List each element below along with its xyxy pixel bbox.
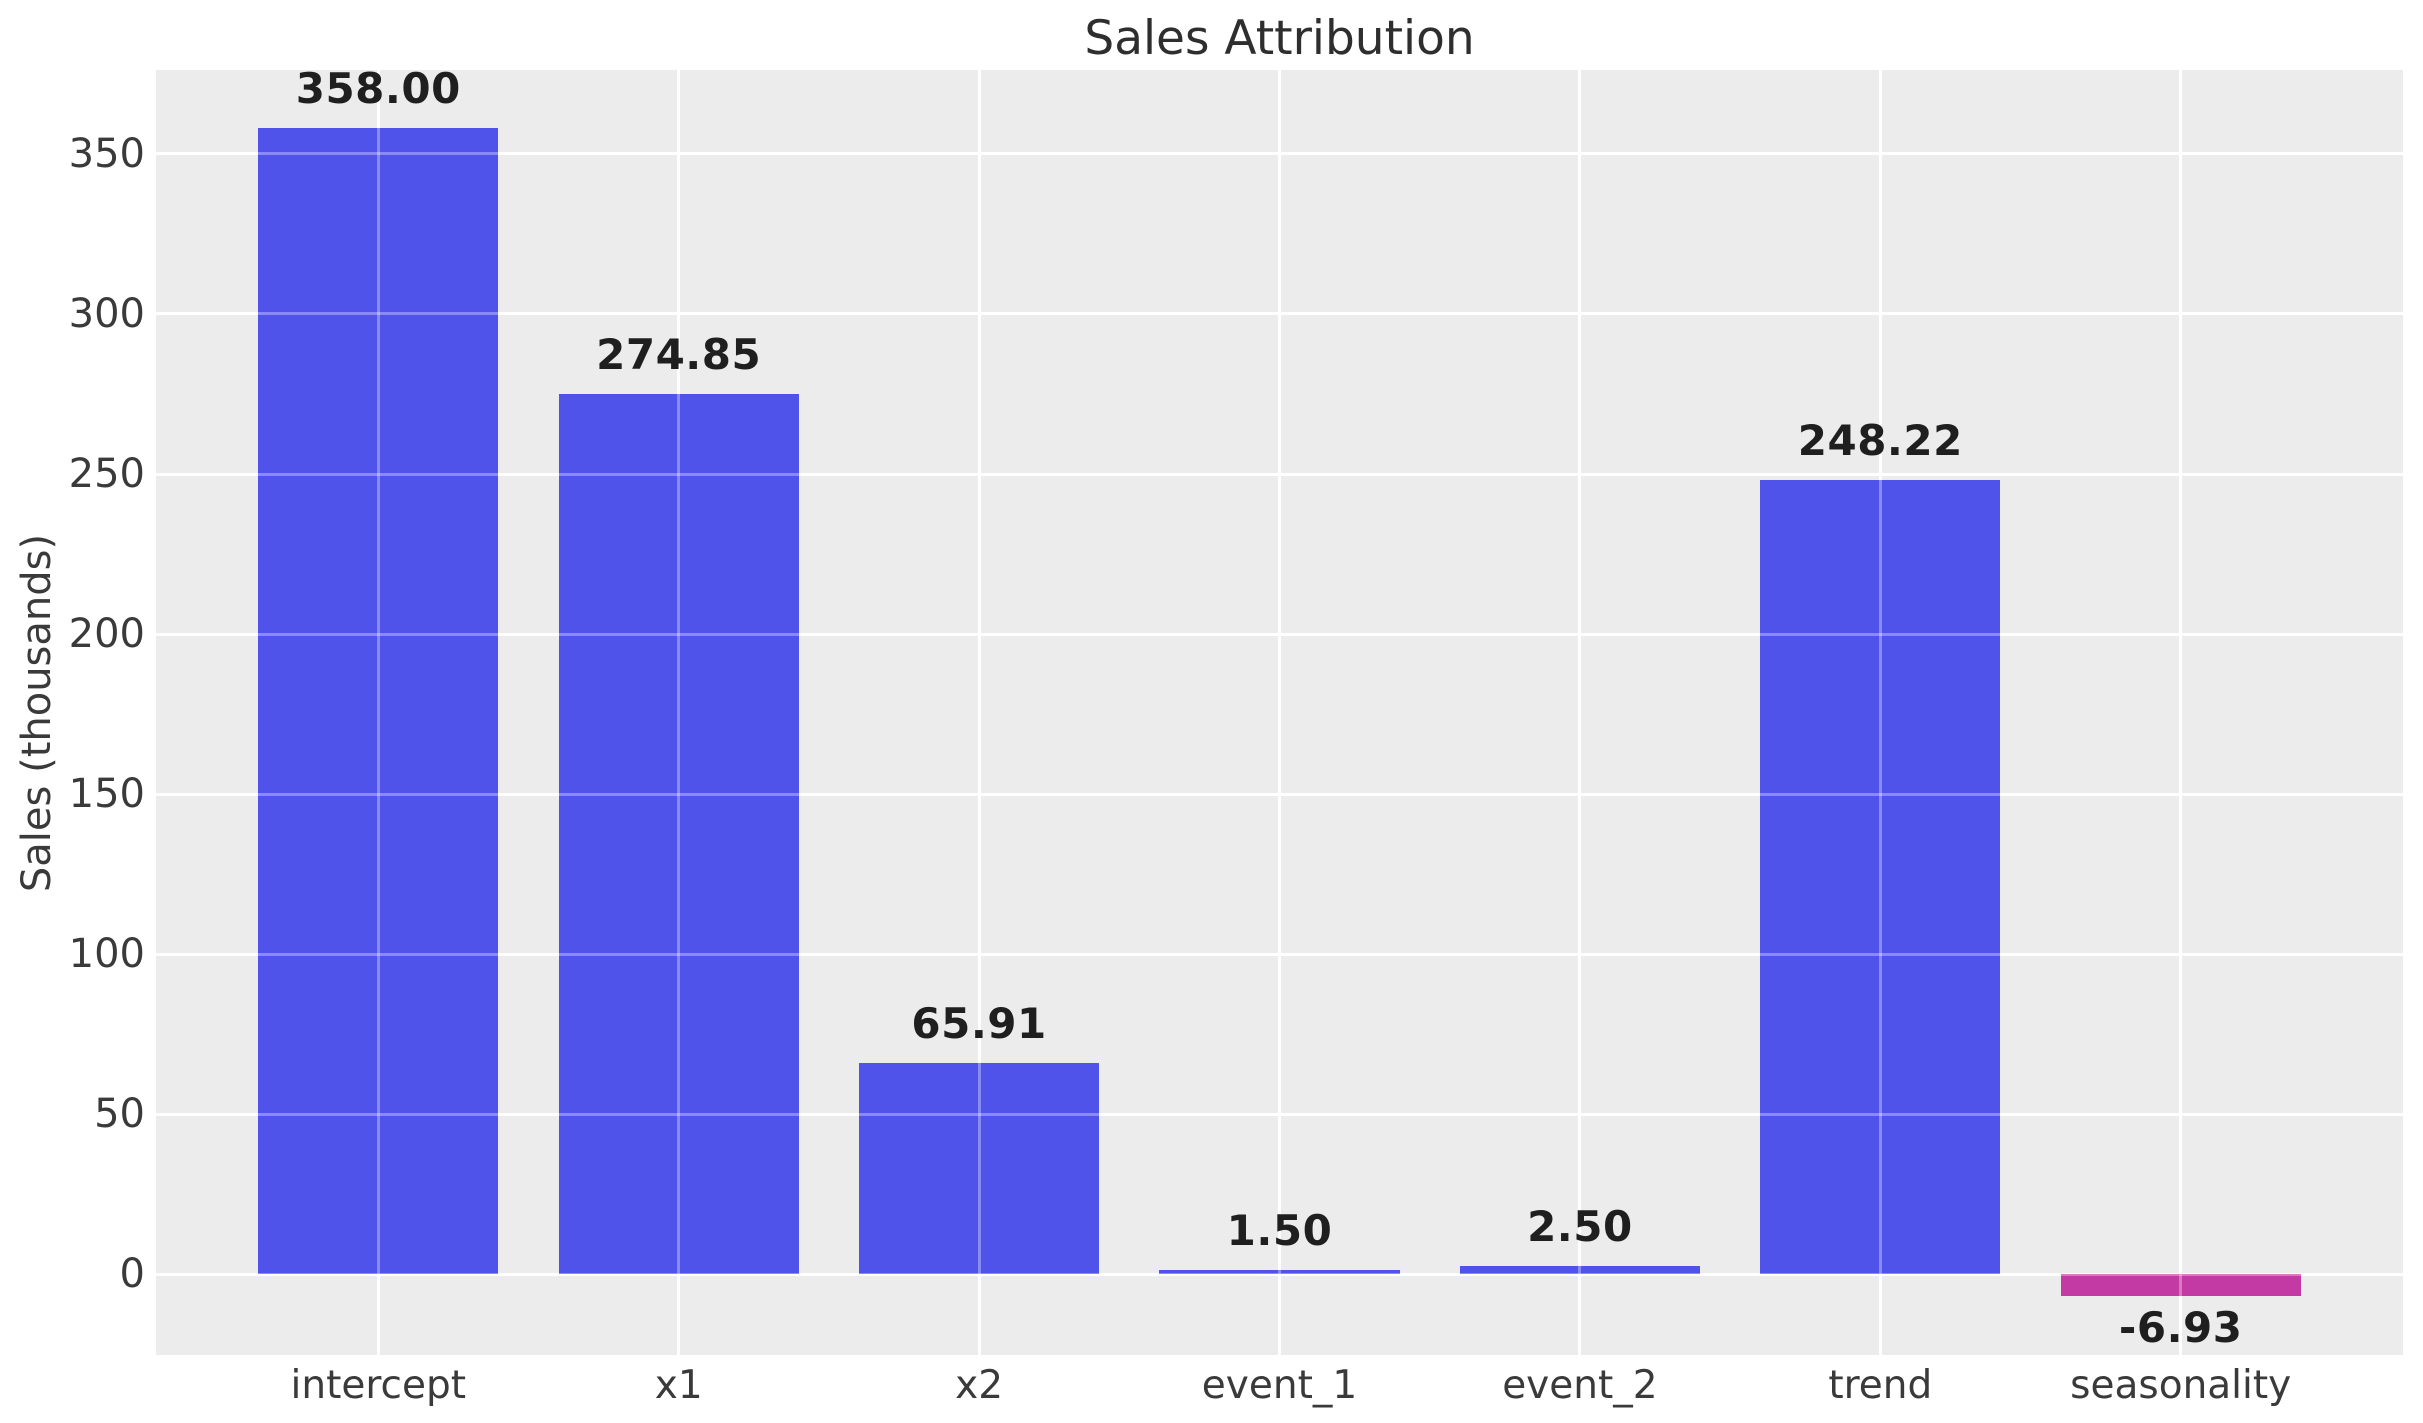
v-gridline-overlay	[977, 70, 981, 1355]
bar-trend	[1760, 479, 2001, 1275]
y-tick-label: 100	[68, 931, 145, 978]
bar-value-label: 65.91	[911, 999, 1047, 1049]
v-gridline-overlay	[677, 70, 681, 1355]
x-tick-label: event_2	[1502, 1363, 1658, 1408]
x-tick-label: x2	[955, 1363, 1004, 1408]
v-gridline-overlay	[376, 70, 380, 1355]
bar-intercept	[258, 128, 499, 1275]
bar-value-label: 274.85	[596, 330, 762, 380]
v-gridline	[1578, 70, 1582, 1355]
x-tick-label: x1	[654, 1363, 703, 1408]
v-gridline	[1278, 70, 1281, 1355]
y-axis-label: Sales (thousands)	[14, 533, 60, 892]
bar-value-label: 1.50	[1226, 1205, 1333, 1255]
x-tick-label: seasonality	[2070, 1363, 2292, 1408]
y-tick-label: 350	[68, 130, 145, 177]
v-gridline-overlay	[1278, 70, 1281, 1355]
bar-value-label: 248.22	[1797, 415, 1963, 465]
h-gridline-overlay	[156, 632, 2403, 636]
v-gridline-overlay	[1578, 70, 1582, 1355]
h-gridline-overlay	[156, 152, 2403, 156]
x-tick-label: intercept	[290, 1363, 467, 1408]
y-tick-label: 200	[68, 611, 145, 658]
v-gridline-overlay	[1878, 70, 1882, 1355]
h-gridline-overlay	[156, 1272, 2403, 1276]
v-gridline-overlay	[2179, 70, 2183, 1355]
y-tick-label: 250	[68, 451, 145, 497]
h-gridline-overlay	[156, 792, 2403, 796]
h-gridline-overlay	[156, 952, 2403, 956]
bar-event_1	[1159, 1269, 1400, 1275]
bar-x2	[858, 1063, 1100, 1275]
y-tick-label: 300	[68, 290, 145, 337]
y-tick-label: 150	[68, 771, 145, 818]
bar-value-label: 2.50	[1527, 1202, 1633, 1252]
chart-title: Sales Attribution	[1084, 11, 1475, 66]
bar-x1	[558, 394, 799, 1275]
h-gridline-overlay	[156, 472, 2403, 476]
bar-value-label: 358.00	[295, 64, 461, 114]
bar-seasonality	[2060, 1274, 2301, 1297]
bar-event_2	[1459, 1266, 1701, 1275]
v-gridline	[2179, 70, 2183, 1355]
h-gridline-overlay	[156, 1112, 2403, 1116]
v-gridline	[977, 70, 981, 1355]
h-gridline-overlay	[156, 312, 2403, 316]
y-tick-label: 50	[94, 1091, 145, 1138]
x-tick-label: event_1	[1201, 1363, 1358, 1408]
x-tick-label: trend	[1828, 1363, 1933, 1408]
y-tick-label: 0	[119, 1251, 145, 1298]
bar-value-label: -6.93	[2118, 1302, 2243, 1352]
